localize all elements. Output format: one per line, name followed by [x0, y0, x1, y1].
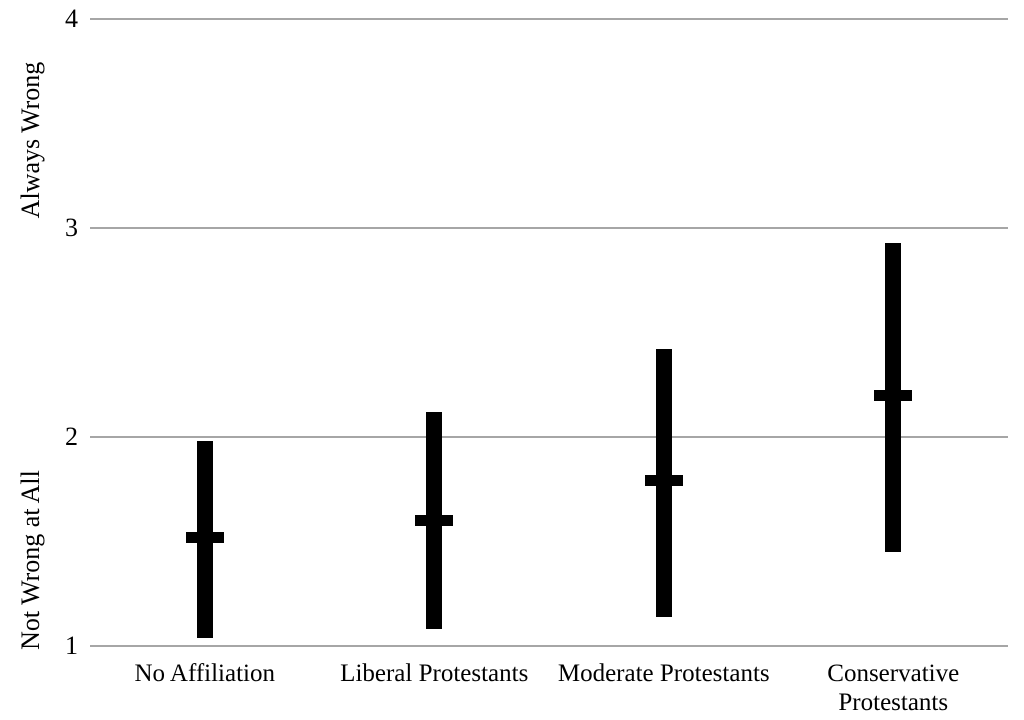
mean-marker — [644, 475, 683, 487]
mean-marker — [874, 389, 913, 401]
y-tick-label-1: 1 — [65, 631, 78, 660]
gridline-y-4 — [90, 18, 1008, 20]
x-category-label-text: Conservative Protestants — [827, 660, 960, 716]
gridline-y-1 — [90, 645, 1008, 647]
gridline-y-2 — [90, 436, 1008, 438]
y-tick-label-3: 3 — [65, 213, 78, 242]
y-tick-label-2: 2 — [65, 422, 78, 451]
plot-area — [90, 18, 1008, 647]
gridline-y-3 — [90, 227, 1008, 229]
x-category-label: Liberal Protestants — [319, 659, 549, 688]
mean-marker — [415, 515, 454, 527]
x-axis-category-labels: No Affiliation Liberal Protestants Moderat… — [90, 659, 1008, 719]
x-category-label-text: No Affiliation — [134, 660, 275, 687]
x-category-label: Conservative Protestants — [778, 659, 1008, 717]
x-category-label: Moderate Protestants — [549, 659, 779, 688]
x-category-label-text: Liberal Protestants — [340, 660, 529, 687]
y-tick-label-4: 4 — [65, 4, 78, 33]
x-category-label-text: Moderate Protestants — [557, 660, 770, 687]
mean-marker — [185, 531, 224, 543]
x-category-label: No Affiliation — [90, 659, 320, 688]
